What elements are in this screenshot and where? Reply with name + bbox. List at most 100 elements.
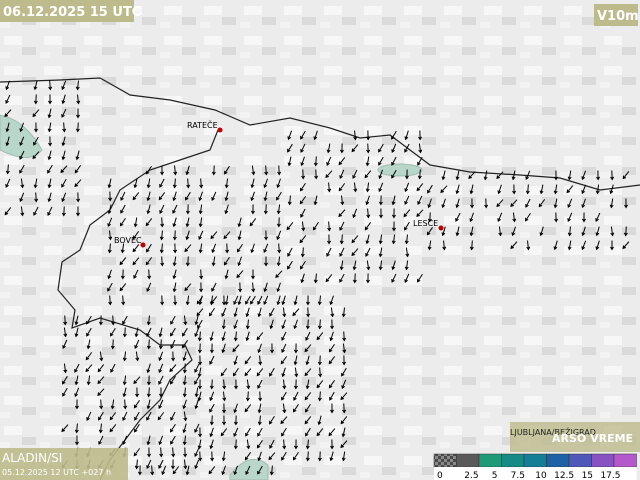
wind-arrow <box>305 427 311 437</box>
wind-arrow <box>391 156 397 166</box>
wind-arrow <box>133 217 138 228</box>
wind-arrow <box>378 156 384 166</box>
wind-arrow <box>329 451 334 462</box>
wind-arrow <box>455 212 461 222</box>
wind-arrow <box>581 184 587 195</box>
wind-arrow <box>326 143 331 154</box>
wind-arrow <box>224 204 229 215</box>
wind-arrow <box>170 339 176 349</box>
wind-arrow <box>353 130 358 141</box>
wind-arrow <box>441 226 446 237</box>
wind-arrow <box>233 319 238 330</box>
wind-arrow <box>60 165 68 174</box>
wind-arrow <box>146 243 152 253</box>
wind-arrow <box>5 94 11 104</box>
wind-arrow <box>366 260 371 271</box>
wind-arrow <box>244 368 252 377</box>
legend-swatch <box>501 453 525 468</box>
wind-arrow <box>496 199 504 208</box>
wind-arrow <box>609 184 614 195</box>
wind-arrow <box>292 451 299 461</box>
wind-arrow <box>97 364 105 373</box>
wind-arrow <box>441 170 446 181</box>
wind-arrow <box>404 273 410 284</box>
wind-arrow <box>378 143 384 153</box>
wind-arrow <box>181 340 188 349</box>
wind-arrow <box>469 184 474 195</box>
wind-arrow <box>170 411 176 421</box>
wind-arrow <box>301 169 306 180</box>
wind-arrow <box>567 198 573 209</box>
wind-arrow <box>341 427 346 438</box>
wind-arrow <box>221 451 226 462</box>
wind-arrow <box>220 428 228 437</box>
wind-arrow <box>251 165 256 176</box>
place-label: LESCE <box>413 219 438 228</box>
wind-arrow <box>305 295 310 306</box>
wind-arrow <box>341 367 347 377</box>
wind-arrow <box>158 363 164 374</box>
wind-arrow <box>172 256 177 267</box>
wind-arrow <box>33 94 38 105</box>
wind-arrow <box>122 351 127 362</box>
wind-arrow <box>198 243 203 254</box>
wind-arrow <box>47 108 52 119</box>
wind-arrow <box>146 411 152 421</box>
wind-arrow <box>313 273 318 284</box>
wind-arrow <box>170 435 176 445</box>
wind-arrow <box>622 241 630 250</box>
wind-arrow <box>484 198 489 209</box>
wind-arrow <box>233 439 238 450</box>
wind-arrow <box>338 157 346 166</box>
wind-arrow <box>122 327 127 338</box>
wind-arrow <box>325 170 333 179</box>
wind-arrow <box>183 447 188 458</box>
wind-arrow <box>391 208 396 219</box>
wind-arrow <box>237 230 242 241</box>
wind-arrow <box>173 295 178 306</box>
wind-arrow <box>172 282 177 293</box>
wind-arrow <box>281 391 287 401</box>
wind-arrow <box>581 170 587 181</box>
wind-arrow <box>61 108 67 118</box>
wind-arrow <box>624 198 629 209</box>
wind-arrow <box>263 191 268 202</box>
wind-arrow <box>146 459 152 469</box>
wind-arrow <box>404 182 410 193</box>
wind-arrow <box>183 459 188 470</box>
wind-arrow <box>198 204 203 215</box>
wind-arrow <box>317 415 322 426</box>
wind-arrow <box>263 295 269 306</box>
wind-arrow <box>257 415 262 426</box>
wind-arrow <box>170 423 176 433</box>
wind-arrow <box>342 403 347 414</box>
wind-arrow <box>199 282 204 293</box>
wind-arrow <box>595 226 600 237</box>
wind-arrow <box>86 327 92 337</box>
wind-arrow <box>341 451 346 462</box>
wind-arrow <box>294 367 299 378</box>
wind-arrow <box>498 226 503 237</box>
wind-arrow <box>171 447 176 458</box>
wind-arrow <box>237 256 242 267</box>
wind-arrow <box>158 192 166 201</box>
wind-arrow <box>47 178 52 189</box>
wind-arrow <box>146 282 152 293</box>
wind-arrow <box>330 439 335 450</box>
wind-arrow <box>328 356 336 365</box>
wind-arrow <box>146 363 151 374</box>
wind-arrow <box>170 327 176 337</box>
wind-arrow <box>269 439 275 449</box>
wind-arrow <box>5 122 10 133</box>
wind-arrow <box>172 269 177 280</box>
wind-arrow <box>525 184 530 195</box>
wind-arrow <box>47 122 52 133</box>
wind-arrow <box>19 164 25 174</box>
wind-arrow <box>169 375 176 385</box>
wind-arrow <box>404 143 410 153</box>
wind-arrow <box>524 212 531 222</box>
wind-arrow <box>328 380 335 389</box>
wind-arrow <box>276 178 281 189</box>
wind-arrow <box>440 185 448 194</box>
